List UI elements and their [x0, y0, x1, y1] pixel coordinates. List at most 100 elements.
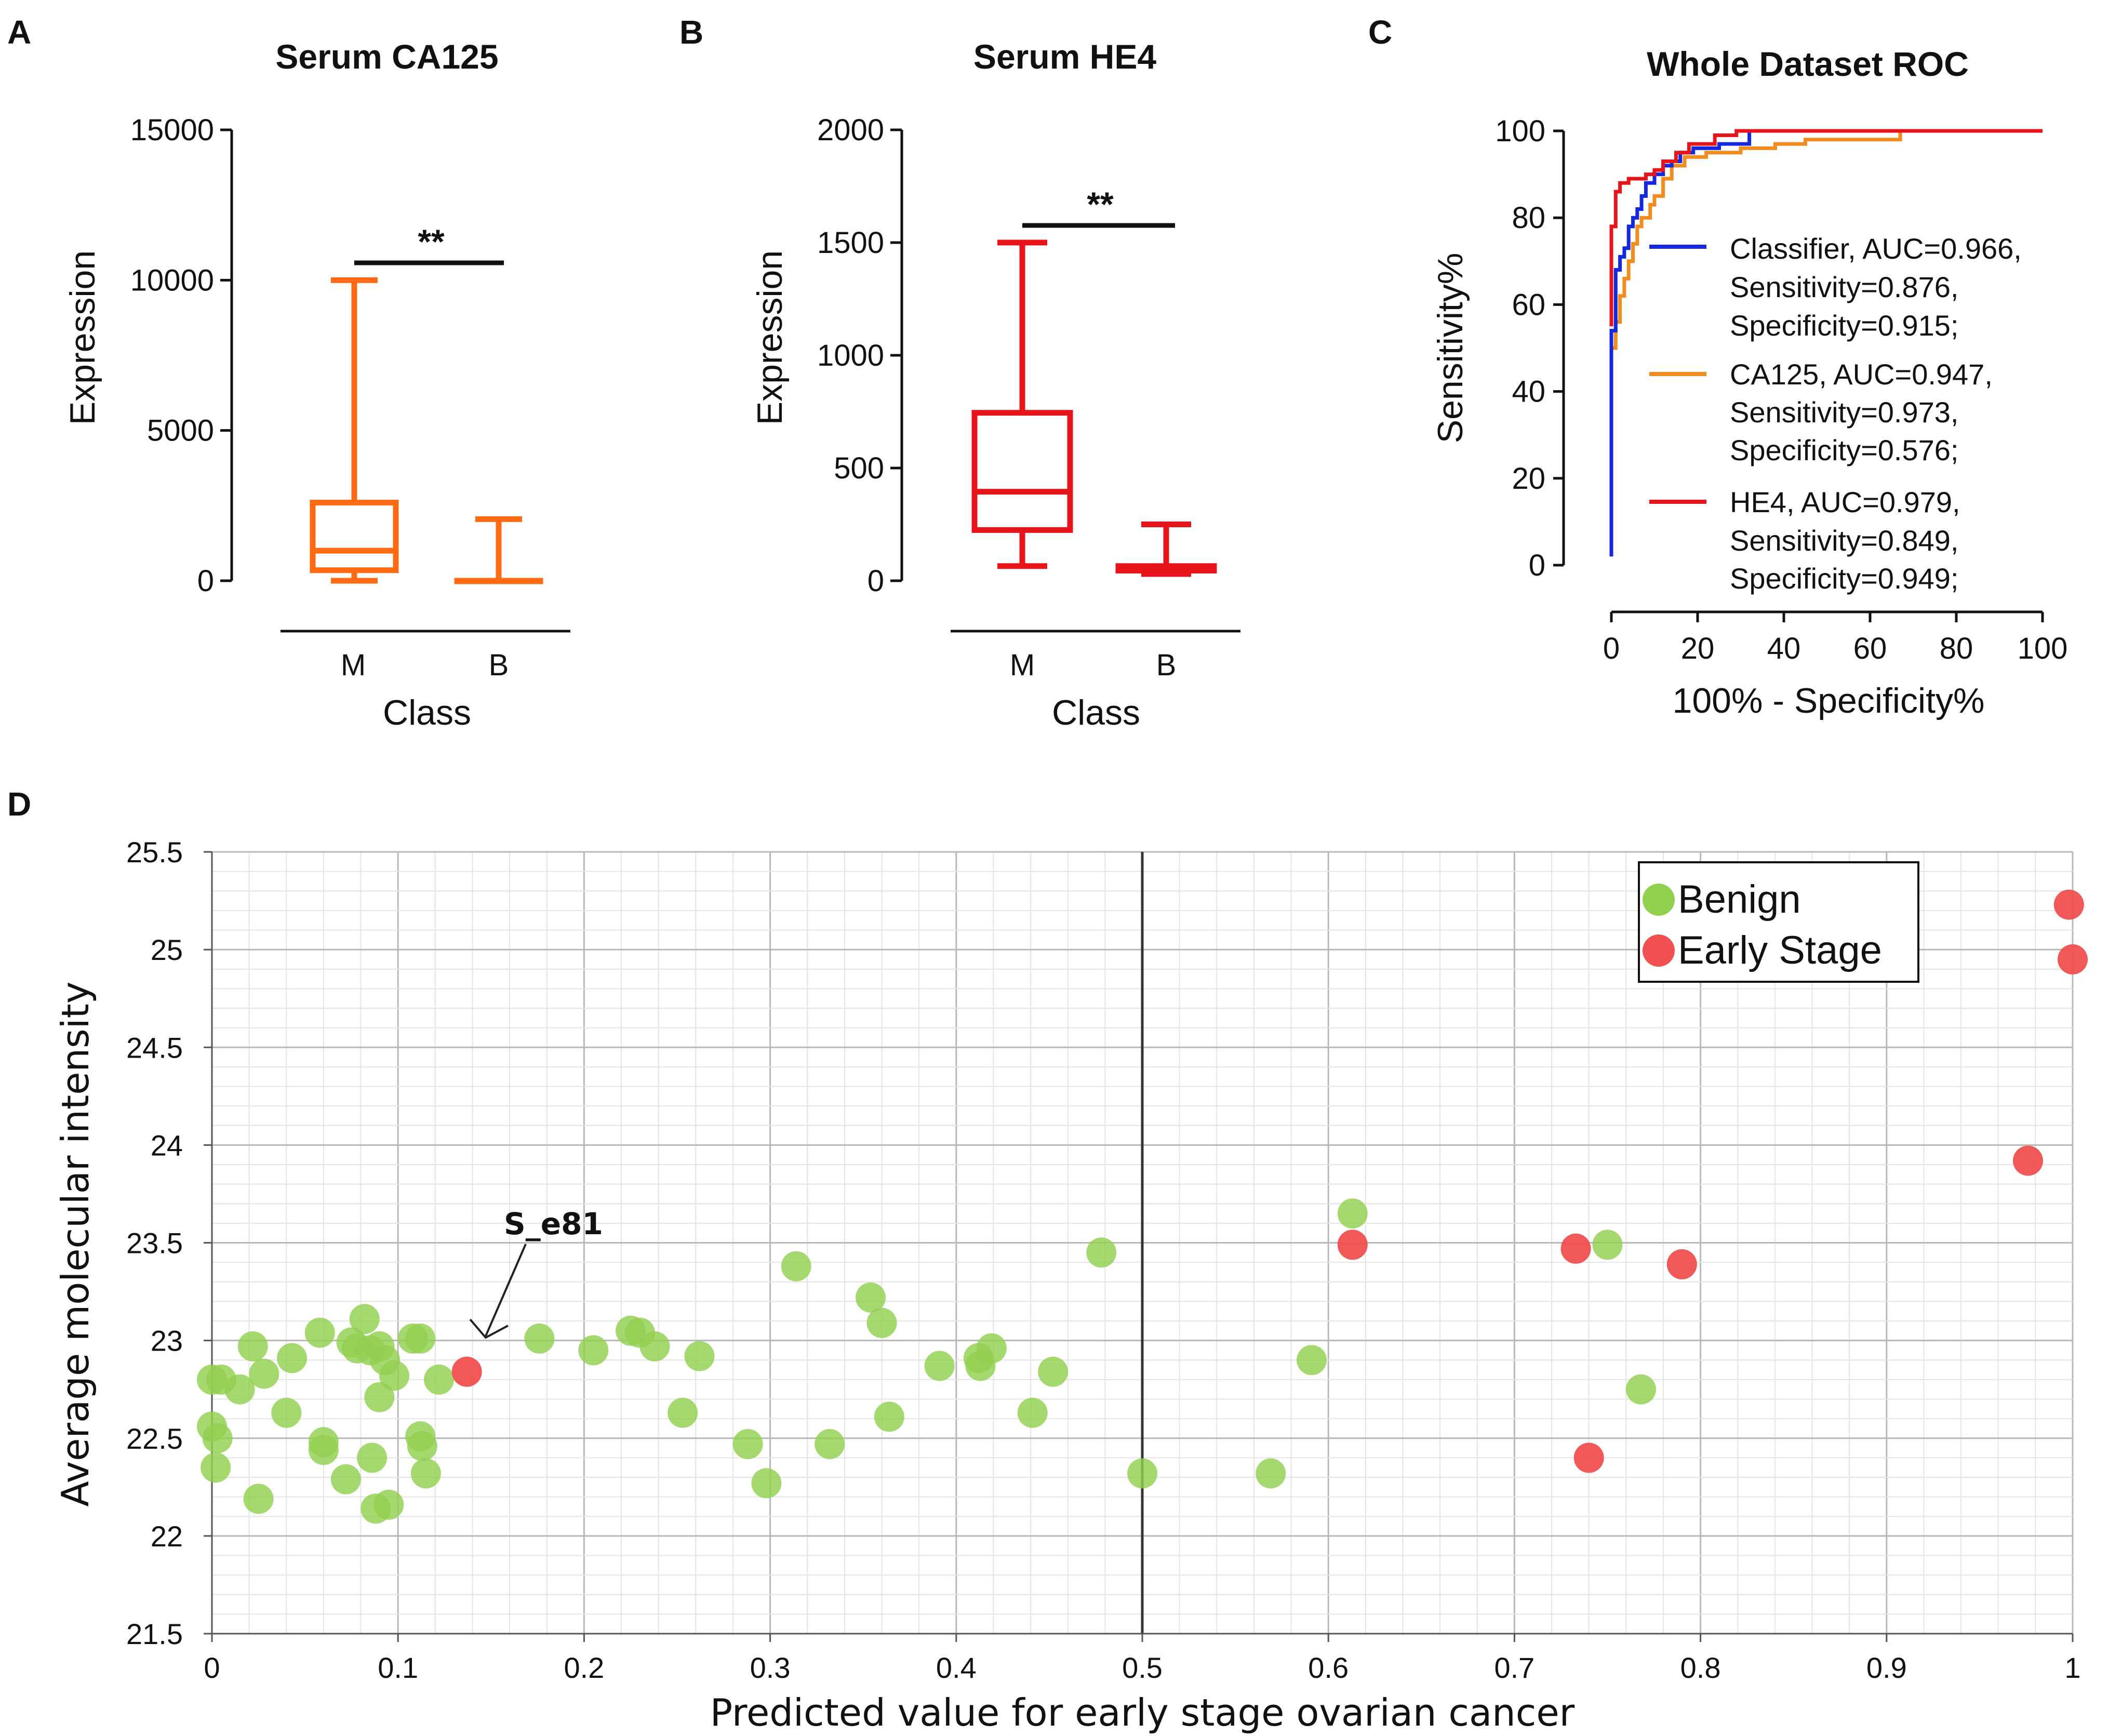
point-benign [308, 1435, 339, 1465]
panel-d-ytick-label: 22 [151, 1520, 183, 1553]
point-early-stage [2013, 1145, 2043, 1176]
panel-b-ytick-label: 0 [868, 564, 884, 598]
point-benign [1127, 1458, 1157, 1489]
point-benign [1038, 1356, 1069, 1387]
point-benign [1017, 1397, 1048, 1428]
point-benign [732, 1429, 763, 1459]
point-benign [201, 1452, 231, 1483]
point-benign [856, 1282, 886, 1313]
panel-d-ytick-label: 21.5 [126, 1618, 183, 1650]
panel-b: B Serum HE4 0 500 1000 1500 2000 M B Cla… [679, 14, 1240, 732]
panel-b-x-label: Class [1052, 693, 1140, 732]
point-benign [237, 1331, 268, 1361]
point-benign [364, 1382, 395, 1412]
legend-ca125-line3: Specificity=0.576; [1730, 434, 1958, 466]
panel-b-y-ticks: 0 500 1000 1500 2000 [817, 113, 884, 598]
point-early-stage [1573, 1443, 1604, 1473]
panel-b-ytick-label: 2000 [817, 113, 884, 147]
panel-a-boxes [220, 128, 543, 584]
legend-benign-marker [1643, 884, 1675, 916]
point-benign [524, 1323, 555, 1354]
point-benign [1592, 1230, 1623, 1260]
panel-b-xtick-label: B [1156, 648, 1177, 682]
panel-c-x-ticks: 0 20 40 60 80 100 [1603, 632, 2068, 665]
point-benign [751, 1468, 782, 1499]
panel-a-ytick-label: 10000 [130, 263, 214, 297]
panel-b-ytick-label: 1500 [817, 226, 884, 260]
panel-d-x-label: Predicted value for early stage ovarian … [710, 1691, 1575, 1734]
panel-a-xtick-label: B [489, 648, 509, 682]
point-benign [224, 1374, 255, 1405]
panel-b-ytick-label: 1000 [817, 339, 884, 372]
panel-c-ytick-label: 60 [1512, 288, 1545, 322]
legend-benign-label: Benign [1678, 877, 1801, 922]
panel-d-ytick-label: 23.5 [126, 1227, 183, 1260]
point-early-stage [1666, 1249, 1697, 1279]
roc-line-ca125 [1611, 129, 2043, 350]
panel-d-ytick-label: 23 [151, 1325, 183, 1357]
panel-c-xtick-label: 60 [1853, 632, 1887, 665]
panel-d: D 21.5 22 22.5 23 23.5 24 24.5 25 25.5 0… [7, 785, 2088, 1734]
point-benign [304, 1317, 335, 1348]
point-benign [866, 1307, 897, 1338]
annotation-arrow-shaft [485, 1244, 527, 1337]
point-benign [781, 1251, 811, 1281]
point-benign [578, 1335, 609, 1366]
panel-d-letter: D [7, 785, 31, 823]
panel-c-roc-lines [1609, 129, 2043, 557]
panel-a-letter: A [7, 14, 31, 51]
point-benign [379, 1360, 409, 1391]
panel-d-annotation: S_e81 [469, 1206, 603, 1339]
legend-he4-line1: HE4, AUC=0.979, [1730, 486, 1960, 518]
panel-d-x-ticks: 0 0.1 0.2 0.3 0.4 0.5 0.6 0.7 0.8 0.9 1 [204, 1651, 2080, 1684]
panel-c-ytick-label: 80 [1512, 201, 1545, 235]
point-benign [1086, 1237, 1117, 1268]
point-early-stage [2053, 889, 2084, 920]
panel-d-xtick-label: 0.9 [1866, 1651, 1907, 1684]
panel-a-y-ticks: 0 5000 10000 15000 [130, 113, 214, 598]
panel-a-y-label: Expression [63, 250, 102, 425]
point-benign [639, 1331, 670, 1361]
panel-d-ytick-label: 24 [151, 1129, 183, 1161]
panel-a-xtick-label: M [341, 648, 366, 682]
annotation-label: S_e81 [504, 1206, 603, 1241]
point-benign [1626, 1374, 1656, 1405]
panel-b-boxes [890, 128, 1217, 582]
panel-c-x-label: 100% - Specificity% [1673, 681, 1985, 720]
point-benign [1256, 1458, 1286, 1489]
panel-d-xtick-label: 0.6 [1308, 1651, 1349, 1684]
panel-c-xtick-label: 80 [1940, 632, 1973, 665]
panel-c-ytick-label: 40 [1512, 375, 1545, 409]
point-benign [373, 1489, 404, 1520]
point-benign [976, 1333, 1007, 1364]
panel-d-legend-box [1638, 861, 1919, 983]
box-iqr [310, 500, 399, 573]
panel-c-legend: Classifier, AUC=0.966, Sensitivity=0.876… [1649, 232, 2022, 595]
legend-ca125-line2: Sensitivity=0.973, [1730, 396, 1958, 429]
panel-d-ytick-label: 24.5 [126, 1031, 183, 1064]
panel-a-ytick-label: 5000 [147, 414, 214, 448]
panel-a: A Serum CA125 0 5000 10000 15000 M B Cla… [7, 14, 570, 732]
legend-classifier-line1: Classifier, AUC=0.966, [1730, 232, 2022, 265]
panel-c-letter: C [1368, 14, 1392, 51]
panel-c-xtick-label: 40 [1767, 632, 1801, 665]
legend-classifier-line2: Sensitivity=0.876, [1730, 271, 1958, 303]
panel-d-xtick-label: 0.8 [1680, 1651, 1721, 1684]
panel-d-xtick-label: 0.2 [564, 1651, 604, 1684]
panel-a-title: Serum CA125 [275, 37, 498, 76]
panel-c-title: Whole Dataset ROC [1647, 45, 1969, 83]
panel-c-ytick-marks [1553, 129, 1564, 567]
point-benign [1337, 1198, 1368, 1229]
legend-early-label: Early Stage [1678, 928, 1882, 972]
panel-d-xtick-label: 0.4 [936, 1651, 977, 1684]
point-benign [330, 1464, 361, 1494]
panel-a-significance: ** [418, 222, 445, 261]
panel-b-ytick-label: 500 [834, 451, 884, 485]
legend-ca125-line1: CA125, AUC=0.947, [1730, 358, 1993, 391]
panel-c-ytick-label: 0 [1529, 549, 1545, 582]
panel-b-significance: ** [1087, 185, 1114, 223]
panel-c: C Whole Dataset ROC 0 20 40 60 80 100 0 … [1368, 14, 2067, 720]
panel-d-xtick-label: 0.1 [378, 1651, 418, 1684]
point-early-stage [451, 1356, 482, 1387]
panel-c-ytick-label: 100 [1495, 114, 1545, 148]
